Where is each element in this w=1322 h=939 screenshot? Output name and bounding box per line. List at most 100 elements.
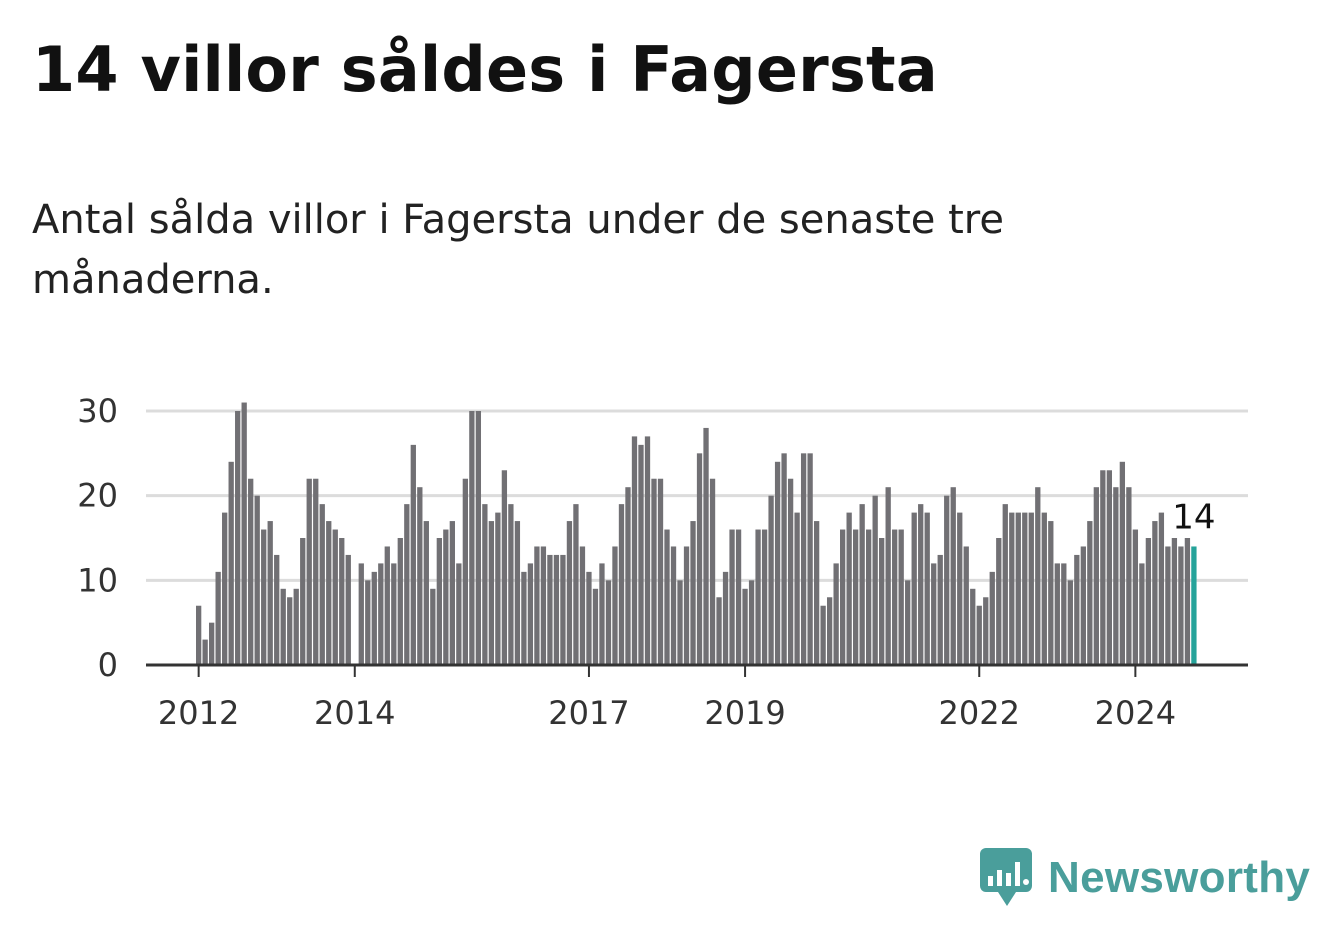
bar: [410, 444, 416, 665]
bar: [892, 529, 898, 665]
bar: [859, 504, 865, 665]
bar: [1028, 512, 1034, 665]
bar: [1048, 521, 1054, 665]
bar: [586, 571, 592, 665]
bar: [664, 529, 670, 665]
bar: [423, 521, 429, 665]
y-axis-labels: 0 10 20 30: [77, 392, 118, 684]
bar: [683, 546, 690, 665]
bar: [1165, 546, 1171, 665]
x-tick-label-2014: 2014: [314, 694, 395, 732]
bar: [631, 436, 638, 665]
bar: [1139, 563, 1145, 665]
bar: [475, 411, 482, 665]
bar: [898, 529, 904, 665]
newsworthy-wordmark: Newsworthy: [1048, 853, 1311, 902]
bar: [202, 639, 208, 665]
bar: [306, 478, 312, 665]
bar: [781, 453, 787, 665]
bar: [1093, 487, 1099, 665]
bar: [755, 529, 761, 665]
bar: [501, 470, 508, 665]
bar: [924, 512, 930, 665]
x-tick-label-2022: 2022: [939, 694, 1020, 732]
bar: [735, 529, 742, 665]
bar: [1067, 580, 1073, 665]
bar: [846, 512, 852, 665]
bar: [371, 571, 377, 665]
bar: [644, 436, 651, 665]
bar: [813, 521, 820, 665]
bar: [703, 427, 709, 665]
bar: [274, 554, 280, 665]
bar: [872, 495, 878, 665]
bar: [866, 529, 872, 665]
bar: [879, 538, 885, 665]
bar: [235, 411, 241, 665]
bar: [1022, 512, 1028, 665]
bar: [1080, 546, 1086, 665]
bar: [1145, 538, 1152, 665]
bar: [696, 453, 703, 665]
bar: [287, 597, 293, 665]
bar: [592, 588, 599, 665]
bar: [1002, 504, 1008, 665]
y-tick-label-20: 20: [77, 477, 118, 515]
bar: [618, 504, 625, 665]
bar: [209, 622, 215, 665]
chart-title: 14 villor såldes i Fagersta: [32, 33, 938, 106]
bar: [482, 504, 488, 665]
x-axis: [146, 663, 1248, 677]
bar: [787, 478, 794, 665]
bar: [391, 563, 397, 665]
bar: [1126, 487, 1132, 665]
bar: [319, 504, 325, 665]
bar: [625, 487, 631, 665]
bar: [911, 512, 917, 665]
bar: [807, 453, 813, 665]
bar: [469, 411, 475, 665]
bar: [963, 546, 969, 665]
bar: [462, 478, 468, 665]
newsworthy-logo-icon: [980, 848, 1032, 906]
bar: [1009, 512, 1015, 665]
bar: [495, 512, 501, 665]
bar: [729, 529, 735, 665]
bar: [365, 580, 371, 665]
bar: [950, 487, 956, 665]
bar: [768, 495, 774, 665]
bar: [430, 588, 436, 665]
bar: [833, 563, 839, 665]
bar: [196, 605, 202, 665]
bar: [456, 563, 462, 665]
bar: [840, 529, 846, 665]
bar: [417, 487, 423, 665]
bar: [345, 554, 351, 665]
bar: [521, 571, 527, 665]
bar: [657, 478, 664, 665]
bar: [1100, 470, 1106, 665]
bar: [1015, 512, 1021, 665]
bar: [761, 529, 768, 665]
bar: [300, 538, 306, 665]
bar: [651, 478, 657, 665]
bar: [677, 580, 683, 665]
bar: [1041, 512, 1047, 665]
bar: [709, 478, 716, 665]
bar: [241, 402, 247, 665]
bar: [853, 529, 859, 665]
bar: [566, 521, 573, 665]
bar: [248, 478, 254, 665]
bar: [716, 597, 722, 665]
bar: [605, 580, 612, 665]
bar: [222, 512, 228, 665]
bar: [957, 512, 963, 665]
bar: [638, 444, 644, 665]
bar: [1061, 563, 1067, 665]
bar-latest: [1191, 546, 1197, 665]
bar: [742, 588, 748, 665]
bar: [267, 521, 273, 665]
bar: [989, 571, 995, 665]
bar: [905, 580, 911, 665]
bar: [553, 554, 560, 665]
